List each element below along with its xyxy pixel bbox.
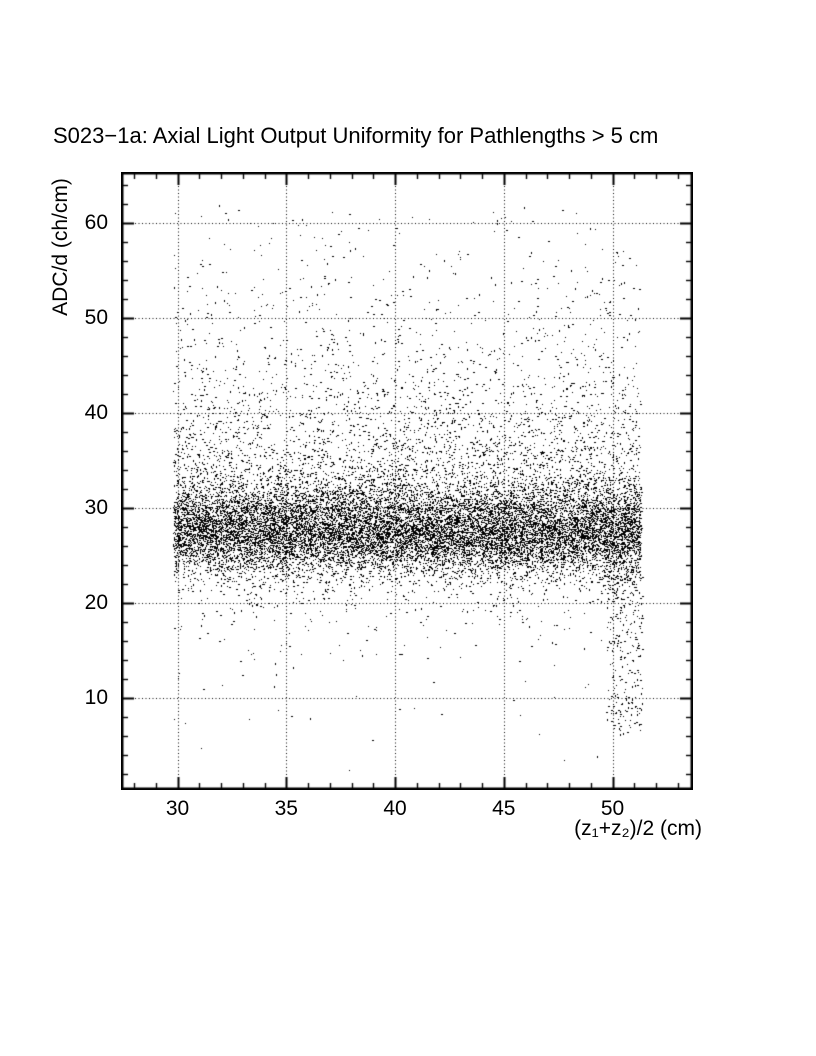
x-tick-label: 50 — [600, 797, 625, 820]
x-tick-label: 30 — [165, 797, 190, 820]
y-tick-label: 40 — [84, 401, 108, 425]
x-axis-title: (z₁+z₂)/2 (cm) — [574, 817, 702, 840]
scatter-plot-canvas — [121, 172, 693, 790]
y-tick-label: 60 — [84, 211, 108, 235]
chart-title: S023−1a: Axial Light Output Uniformity f… — [53, 123, 659, 148]
x-tick-label: 45 — [492, 797, 516, 820]
y-tick-label: 50 — [84, 306, 108, 330]
x-tick-label: 40 — [383, 797, 407, 820]
y-tick-label: 20 — [84, 590, 108, 614]
y-tick-label: 30 — [84, 496, 108, 520]
y-tick-label: 10 — [84, 685, 108, 709]
x-tick-label: 35 — [274, 797, 298, 820]
